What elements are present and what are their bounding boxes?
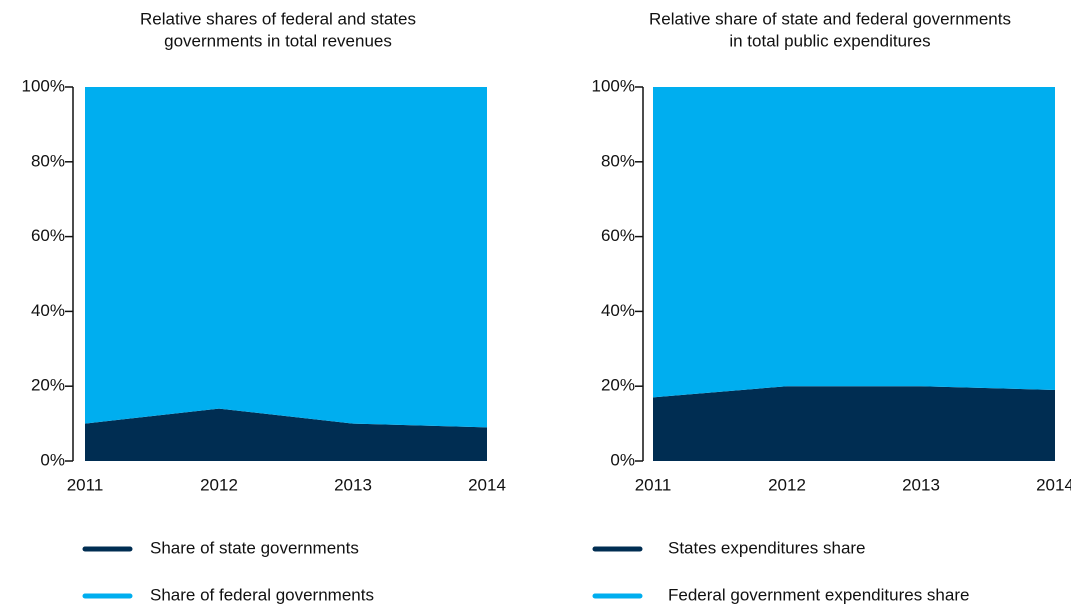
y-tick-label: 0% — [610, 450, 635, 469]
area — [85, 87, 487, 428]
legend-label: Share of state governments — [150, 538, 359, 557]
y-tick-label: 40% — [601, 301, 635, 320]
y-tick-label: 20% — [31, 376, 65, 395]
legend-label: States expenditures share — [668, 538, 866, 557]
chart-title: Relative share of state and federal gove… — [649, 9, 1011, 28]
x-tick-label: 2014 — [1036, 475, 1071, 494]
area — [653, 87, 1055, 398]
y-tick-label: 60% — [31, 226, 65, 245]
x-tick-label: 2014 — [468, 475, 506, 494]
area — [653, 386, 1055, 461]
y-tick-label: 60% — [601, 226, 635, 245]
x-tick-label: 2012 — [768, 475, 806, 494]
y-tick-label: 40% — [31, 301, 65, 320]
chart-title: governments in total revenues — [164, 31, 392, 50]
x-tick-label: 2011 — [67, 475, 104, 494]
y-tick-label: 80% — [31, 151, 65, 170]
chart-title: in total public expenditures — [729, 31, 930, 50]
y-tick-label: 0% — [40, 450, 65, 469]
x-tick-label: 2012 — [200, 475, 238, 494]
legend-label: Federal government expenditures share — [668, 585, 969, 604]
x-tick-label: 2011 — [635, 475, 672, 494]
chart-title: Relative shares of federal and states — [140, 9, 416, 28]
area — [85, 408, 487, 461]
y-tick-label: 100% — [592, 76, 635, 95]
y-tick-label: 100% — [22, 76, 65, 95]
x-tick-label: 2013 — [334, 475, 372, 494]
y-tick-label: 80% — [601, 151, 635, 170]
x-tick-label: 2013 — [902, 475, 940, 494]
y-tick-label: 20% — [601, 376, 635, 395]
legend-label: Share of federal governments — [150, 585, 374, 604]
